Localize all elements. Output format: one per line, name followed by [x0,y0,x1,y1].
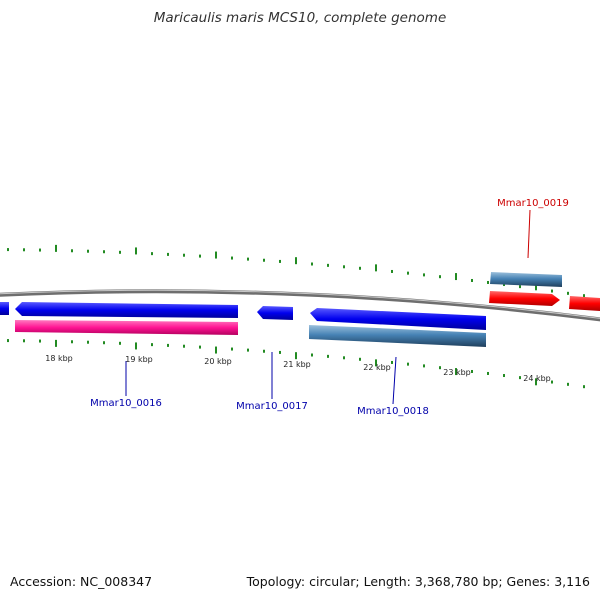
cds-feature-mmar10-0018[interactable] [310,308,486,330]
scale-label: 18 kbp [45,354,73,363]
cds-feature-partial-left[interactable] [0,302,9,315]
inner-tick-marks [7,339,585,389]
gene-feature-mmar10-0018[interactable] [309,325,486,347]
cds-feature-mmar10-0017[interactable] [257,306,293,320]
label-line-mmar10-0019 [527,209,531,259]
gene-label-mmar10-0018[interactable]: Mmar10_0018 [357,406,429,417]
outer-tick-marks [7,244,585,298]
scale-label: 24 kbp [523,374,551,383]
cds-feature-mmar10-0016[interactable] [15,302,238,318]
label-line-mmar10-0018 [392,356,397,405]
scale-label: 21 kbp [283,360,311,369]
accession-text: Accession: NC_008347 [10,574,153,589]
genome-backbone-highlight [0,289,600,319]
gene-label-mmar10-0017[interactable]: Mmar10_0017 [236,401,308,412]
scale-label: 23 kbp [443,368,471,377]
genome-summary-text: Topology: circular; Length: 3,368,780 bp… [246,574,590,589]
cds-feature-next[interactable] [569,296,600,311]
genome-backbone [0,289,600,322]
gene-label-mmar10-0019[interactable]: Mmar10_0019 [497,198,569,209]
scale-label: 20 kbp [204,357,232,366]
scale-label: 22 kbp [363,363,391,372]
gene-feature-mmar10-0019[interactable] [490,272,562,287]
rna-feature-mmar10-0016[interactable] [15,320,238,335]
gene-label-mmar10-0016[interactable]: Mmar10_0016 [90,398,162,409]
scale-label: 19 kbp [125,355,153,364]
genome-title: Maricaulis maris MCS10, complete genome [153,10,447,26]
cds-feature-mmar10-0019[interactable] [489,291,560,306]
